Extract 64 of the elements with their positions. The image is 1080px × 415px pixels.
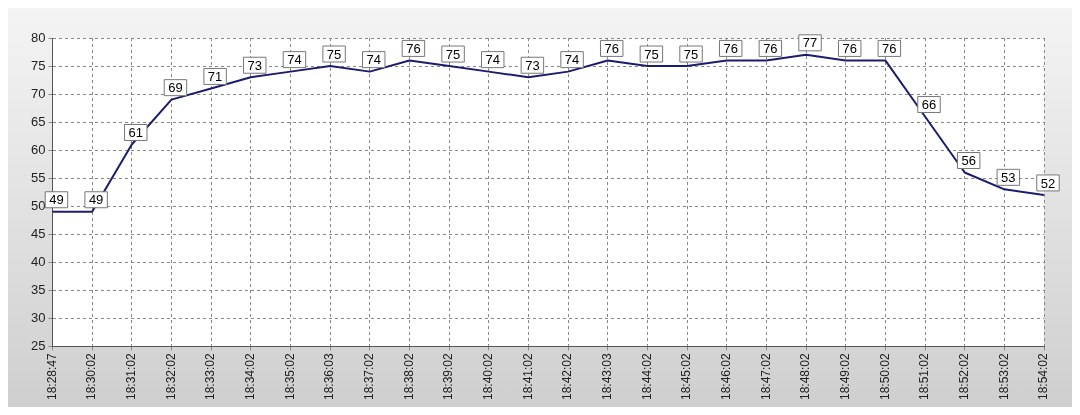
- x-tick-label: 18:36:03: [322, 352, 337, 401]
- y-tick-label: 70: [30, 85, 46, 101]
- data-label: 66: [921, 97, 937, 113]
- x-tick-label: 18:40:02: [481, 352, 496, 401]
- x-tick-label: 18:39:02: [441, 352, 456, 401]
- data-label: 76: [763, 41, 778, 56]
- data-label: 53: [1001, 169, 1016, 185]
- x-tick-label: 18:42:02: [560, 352, 575, 401]
- x-tick-label: 18:28:47: [44, 352, 59, 401]
- data-label: 75: [644, 46, 659, 62]
- data-label: 61: [128, 125, 144, 141]
- data-label: 75: [445, 46, 461, 62]
- x-tick-label: 18:45:02: [679, 352, 694, 401]
- y-tick-label: 35: [30, 281, 46, 297]
- data-label: 74: [287, 52, 302, 68]
- data-label: 75: [326, 46, 342, 62]
- x-tick-label: 18:49:02: [838, 352, 852, 401]
- data-label: 76: [406, 41, 421, 56]
- x-tick-label: 18:32:02: [163, 352, 178, 401]
- data-label: 74: [366, 52, 381, 68]
- y-tick-label: 60: [30, 141, 46, 157]
- data-label: 49: [88, 192, 104, 208]
- data-label: 52: [1040, 175, 1056, 191]
- data-label: 73: [247, 57, 262, 73]
- data-label: 74: [485, 52, 500, 68]
- x-tick-label: 18:54:02: [1036, 352, 1051, 401]
- x-tick-label: 18:48:02: [798, 352, 813, 401]
- y-tick-label: 30: [30, 309, 46, 325]
- data-label: 76: [604, 41, 619, 56]
- y-tick-label: 80: [30, 29, 46, 45]
- x-tick-label: 18:50:02: [877, 352, 892, 401]
- x-tick-label: 18:38:02: [401, 352, 416, 401]
- data-label: 77: [802, 35, 818, 51]
- data-label: 56: [961, 153, 976, 169]
- data-label: 49: [49, 192, 64, 208]
- x-tick-label: 18:31:02: [124, 352, 139, 401]
- x-tick-label: 18:37:02: [362, 352, 377, 401]
- data-label: 75: [683, 46, 699, 62]
- y-tick-label: 40: [30, 253, 46, 269]
- x-tick-label: 18:34:02: [243, 352, 258, 401]
- data-label: 74: [564, 52, 580, 68]
- x-tick-label: 18:30:02: [84, 352, 99, 401]
- x-tick-label: 18:41:02: [520, 352, 535, 401]
- x-tick-label: 18:53:02: [996, 352, 1011, 401]
- x-tick-label: 18:52:02: [956, 352, 971, 401]
- data-label: 76: [882, 41, 897, 56]
- y-tick-label: 45: [30, 225, 46, 241]
- y-tick-label: 50: [30, 197, 46, 213]
- data-label: 69: [168, 80, 183, 96]
- x-tick-label: 18:46:02: [719, 352, 734, 401]
- x-tick-label: 18:35:02: [282, 352, 297, 401]
- x-tick-label: 18:44:02: [639, 352, 654, 401]
- data-label: 76: [723, 41, 738, 56]
- x-tick-label: 18:51:02: [917, 352, 932, 401]
- y-tick-label: 75: [30, 57, 46, 73]
- y-tick-label: 25: [30, 337, 46, 353]
- y-tick-label: 55: [30, 169, 46, 185]
- data-label: 71: [207, 69, 223, 85]
- data-label: 76: [842, 41, 857, 56]
- x-tick-label: 18:43:03: [600, 352, 615, 401]
- y-tick-label: 65: [30, 113, 46, 129]
- data-label: 73: [525, 57, 540, 73]
- x-tick-label: 18:47:02: [758, 352, 773, 401]
- x-tick-label: 18:33:02: [203, 352, 218, 401]
